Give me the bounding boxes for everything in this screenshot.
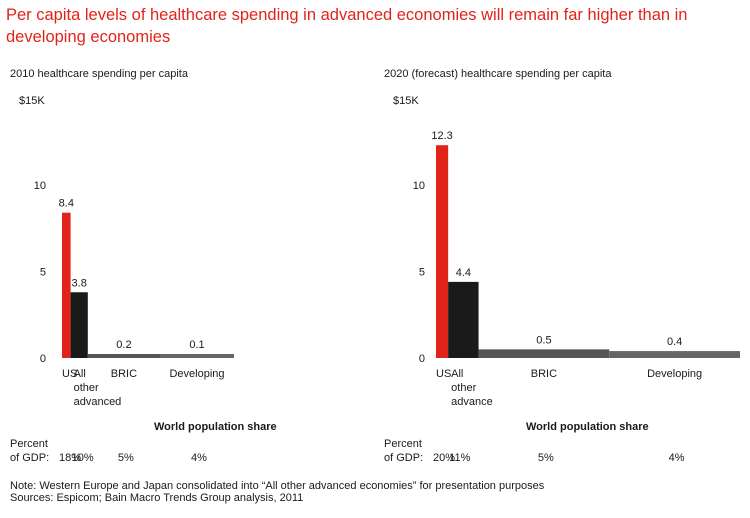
bar-developing-2010 (160, 354, 234, 358)
y-tick-5-2010: 5 (40, 267, 46, 279)
page-title: Per capita levels of healthcare spending… (6, 6, 688, 46)
sources: Sources: Espicom; Bain Macro Trends Grou… (10, 492, 304, 504)
value-label-us-2020: 12.3 (431, 130, 452, 142)
value-label-advanced-2020: 4.4 (456, 267, 471, 279)
category-label-advanced-2010-2: advanced (74, 396, 122, 408)
x-axis-title-2020: World population share (526, 421, 649, 433)
y-unit-label-2010: $15K (19, 95, 45, 107)
category-label-us-2020-0: US (436, 368, 451, 380)
y-tick-0-2010: 0 (40, 353, 46, 365)
value-label-us-2010: 8.4 (59, 198, 74, 210)
category-label-advanced-2020-1: other (451, 382, 476, 394)
bar-bric-2010 (87, 354, 161, 358)
gdp-value-advanced-2010: 10% (72, 452, 94, 464)
category-label-bric-2020-0: BRIC (531, 368, 557, 380)
value-label-advanced-2010: 3.8 (72, 277, 87, 289)
gdp-value-bric-2010: 5% (118, 452, 134, 464)
bar-us-2010 (62, 212, 71, 358)
category-label-developing-2020-0: Developing (647, 368, 702, 380)
gdp-value-advanced-2020: 11% (449, 452, 470, 464)
gdp-row-label-1-2020: Percent (384, 438, 422, 450)
y-tick-5-2020: 5 (419, 267, 425, 279)
gdp-value-bric-2020: 5% (538, 452, 554, 464)
category-label-advanced-2010-1: other (74, 382, 99, 394)
bar-advanced-2020 (448, 281, 479, 358)
chart-title-2010: 2010 healthcare spending per capita (10, 68, 189, 80)
gdp-value-us-2010: 18% (59, 452, 81, 464)
value-label-developing-2010: 0.1 (189, 339, 204, 351)
footnote: Note: Western Europe and Japan consolida… (10, 480, 545, 492)
category-label-bric-2010-0: BRIC (111, 368, 137, 380)
gdp-row-label-2-2020: of GDP: (384, 452, 423, 464)
bar-us-2020 (436, 145, 449, 358)
gdp-row-label-1-2010: Percent (10, 438, 48, 450)
y-tick-0-2020: 0 (419, 353, 425, 365)
x-axis-title-2010: World population share (154, 421, 277, 433)
y-unit-label-2020: $15K (393, 95, 419, 107)
gdp-value-developing-2020: 4% (669, 452, 685, 464)
category-label-advanced-2010-0: All (74, 368, 86, 380)
bar-developing-2020 (609, 351, 740, 358)
bar-bric-2020 (478, 349, 610, 358)
y-tick-10-2010: 10 (34, 180, 46, 192)
value-label-developing-2020: 0.4 (667, 336, 682, 348)
y-tick-10-2020: 10 (413, 180, 425, 192)
chart-title-2020: 2020 (forecast) healthcare spending per … (384, 68, 612, 80)
bar-advanced-2010 (70, 292, 88, 358)
value-label-bric-2010: 0.2 (116, 339, 131, 351)
gdp-value-us-2020: 20% (433, 452, 455, 464)
category-label-us-2010-0: US (62, 368, 77, 380)
value-label-bric-2020: 0.5 (536, 334, 551, 346)
category-label-developing-2010-0: Developing (169, 368, 224, 380)
gdp-row-label-2-2010: of GDP: (10, 452, 49, 464)
category-label-advanced-2020-2: advance (451, 396, 493, 408)
gdp-value-developing-2010: 4% (191, 452, 207, 464)
category-label-advanced-2020-0: All (451, 368, 463, 380)
